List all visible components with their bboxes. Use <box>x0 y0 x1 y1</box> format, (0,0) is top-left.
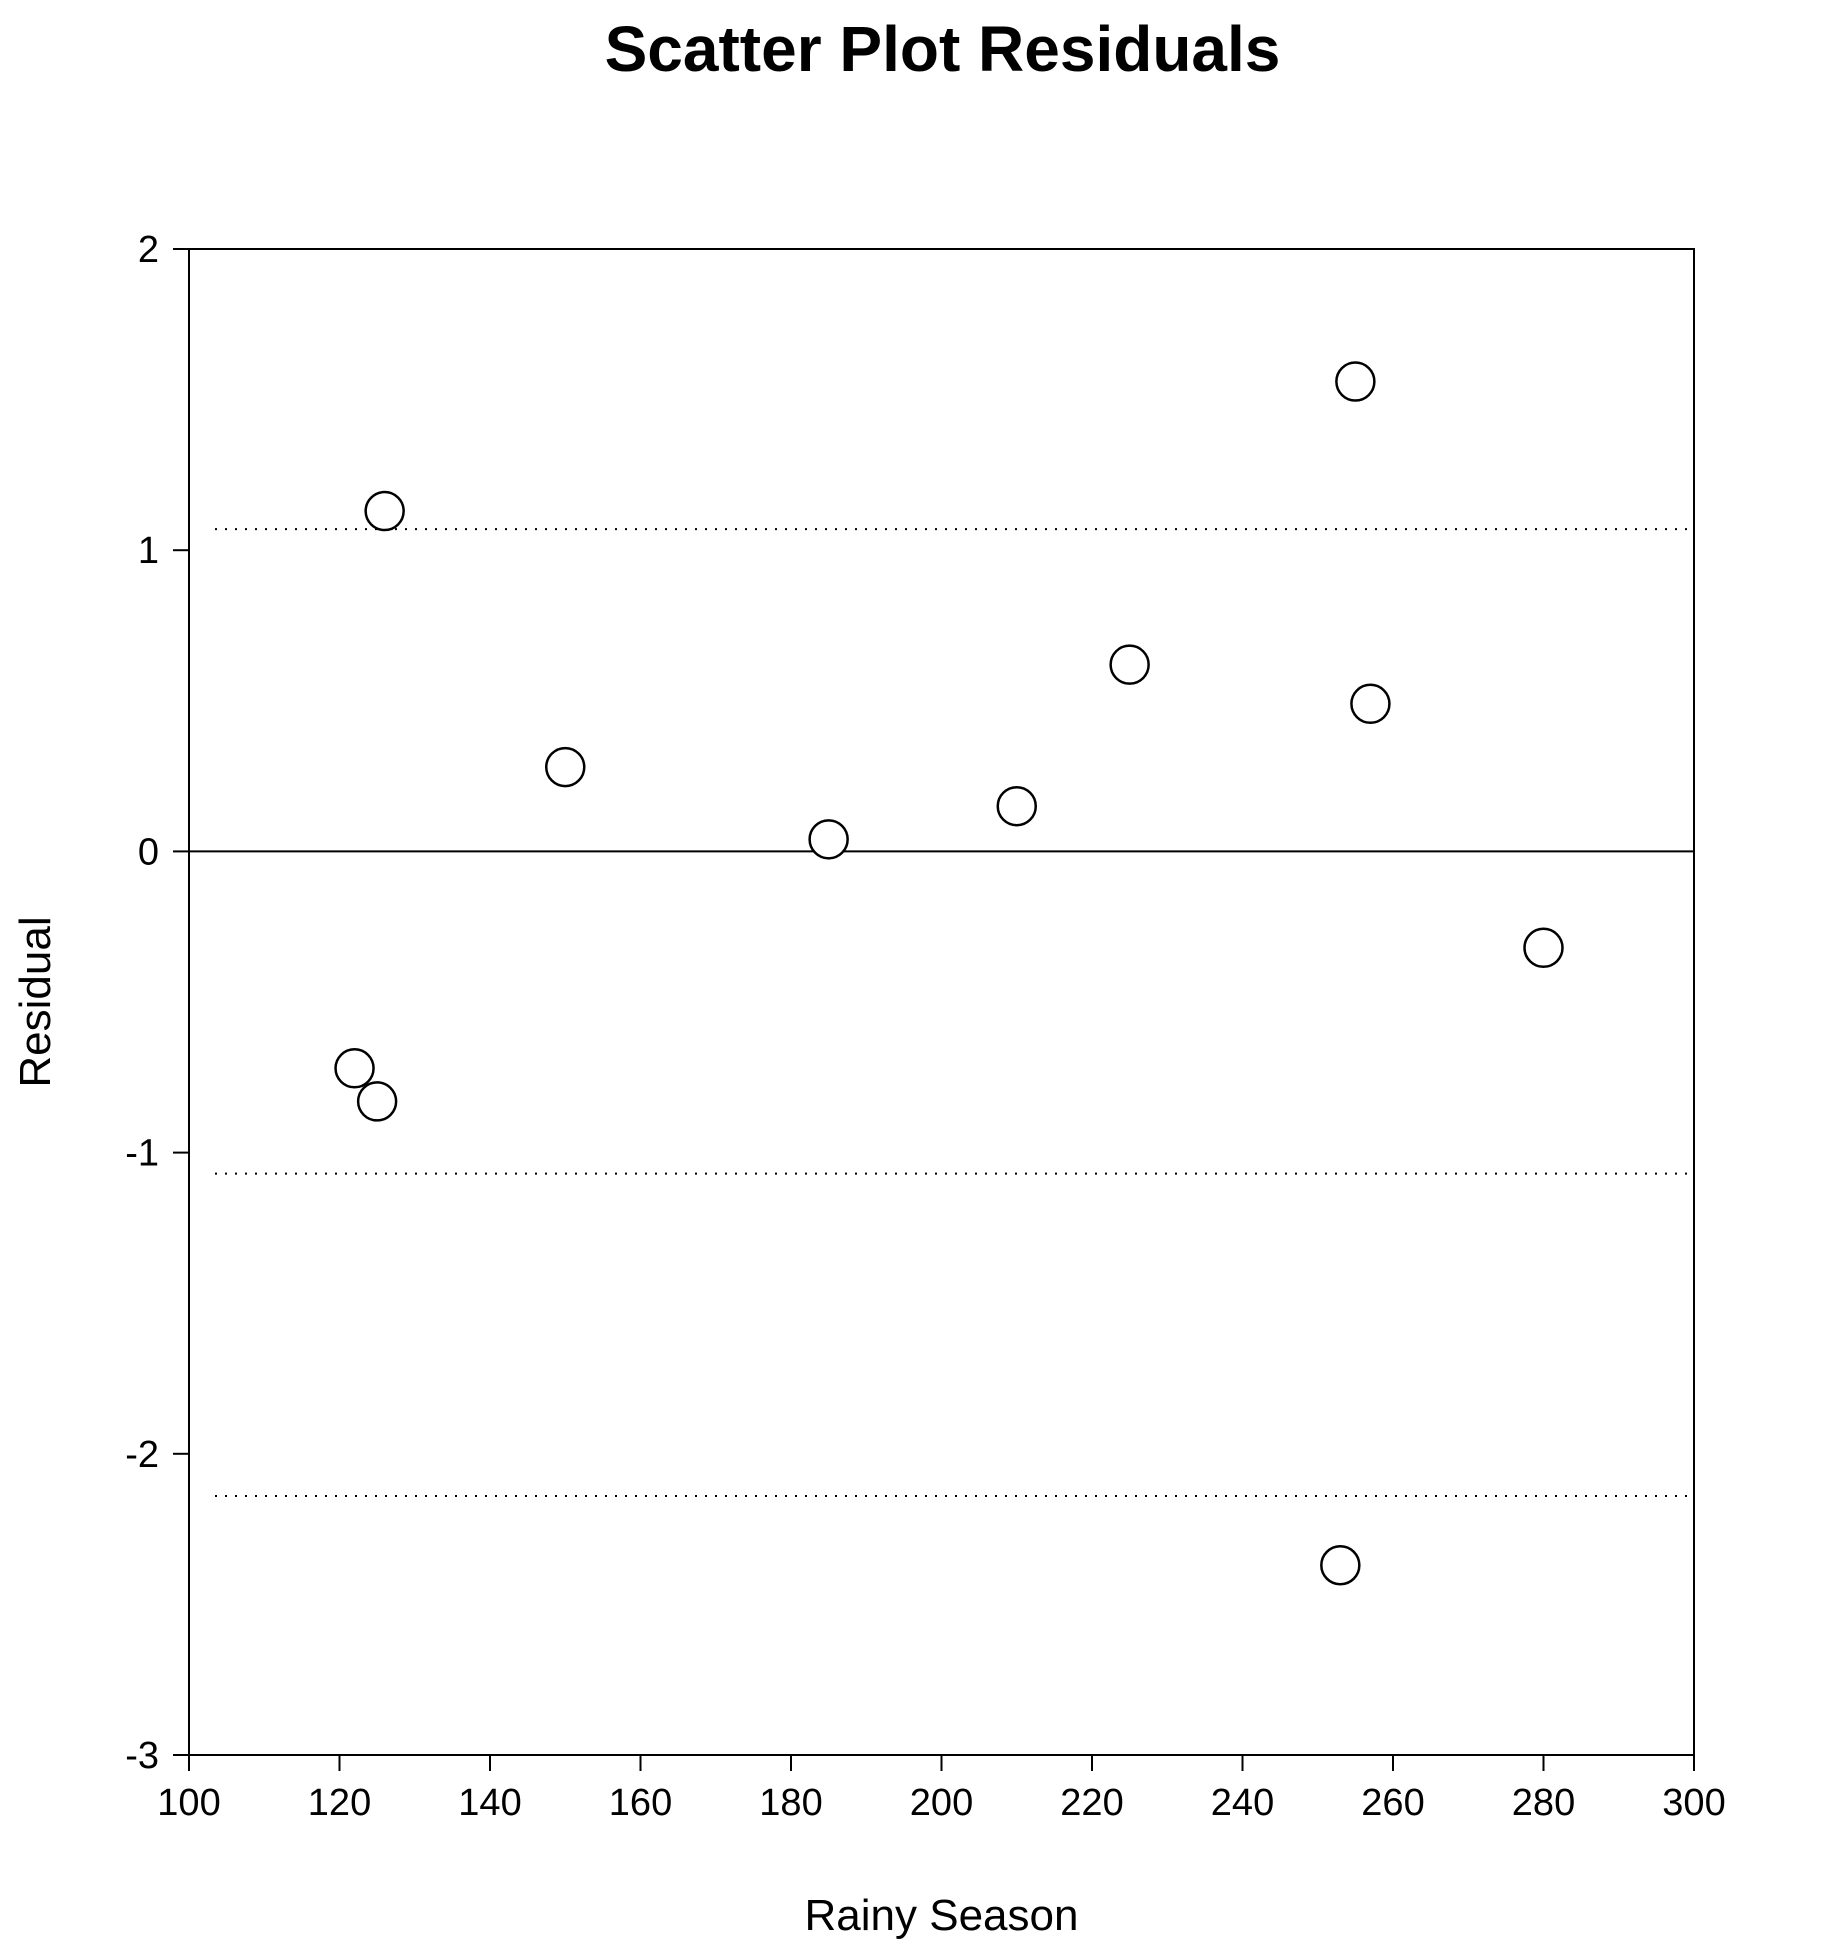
data-point <box>1109 644 1150 685</box>
data-point <box>996 785 1037 827</box>
x-tick-label: 120 <box>308 1782 371 1824</box>
x-tick-label: 280 <box>1512 1782 1575 1824</box>
chart-title: Scatter Plot Residuals <box>604 13 1281 85</box>
x-tick-label: 200 <box>910 1782 973 1824</box>
data-points <box>334 361 1564 1586</box>
data-point <box>1335 361 1376 402</box>
x-tick-label: 240 <box>1211 1782 1274 1824</box>
y-tick-label: -2 <box>125 1434 159 1476</box>
data-point <box>545 746 586 788</box>
y-axis: -3 -2 -1 0 1 2 <box>125 229 189 1777</box>
x-axis-label: Rainy Season <box>805 1891 1079 1940</box>
plot-frame <box>188 248 1695 1756</box>
x-tick-label: 100 <box>157 1782 220 1824</box>
y-axis-label: Residual <box>11 916 60 1087</box>
x-tick-label: 260 <box>1361 1782 1424 1824</box>
data-point <box>1320 1544 1361 1586</box>
reference-lines <box>215 528 1694 1497</box>
data-point <box>1523 927 1564 969</box>
x-tick-label: 180 <box>759 1782 822 1824</box>
data-point <box>808 819 849 860</box>
y-tick-label: -3 <box>125 1735 159 1777</box>
data-point <box>1350 683 1391 725</box>
x-tick-label: 160 <box>609 1782 672 1824</box>
x-axis: 100 120 140 160 180 200 220 240 260 280 300 <box>157 1755 1726 1824</box>
x-tick-label: 220 <box>1060 1782 1123 1824</box>
x-tick-label: 300 <box>1662 1782 1725 1824</box>
y-tick-label: 0 <box>138 831 159 873</box>
data-point <box>364 490 405 532</box>
x-tick-label: 140 <box>458 1782 521 1824</box>
y-tick-label: 1 <box>138 530 159 572</box>
y-tick-label: 2 <box>138 229 159 271</box>
data-point <box>334 1048 375 1089</box>
data-point <box>356 1081 398 1122</box>
y-tick-label: -1 <box>125 1133 159 1175</box>
